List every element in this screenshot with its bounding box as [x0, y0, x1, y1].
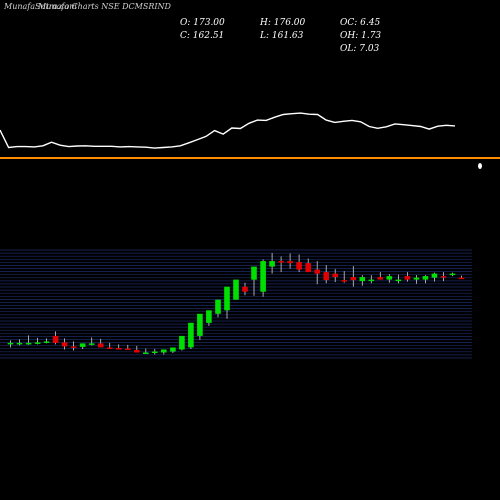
candle-body: [458, 277, 465, 280]
chart-title: Munafa Charts NSE DCMSRIND: [38, 2, 171, 11]
candle-body: [134, 350, 140, 353]
candle-body: [115, 348, 122, 350]
candle-body: [341, 280, 347, 282]
candle-body: [233, 279, 239, 300]
candle-body: [43, 341, 50, 343]
candle-body: [61, 342, 68, 347]
candle-body: [368, 279, 375, 282]
candle-body: [422, 276, 429, 280]
candle-body: [188, 322, 194, 348]
candle-body: [269, 261, 275, 267]
ohlc-high: H: 176.00: [260, 18, 306, 28]
ohlc-oc: OC: 6.45: [340, 18, 381, 28]
candle-body: [386, 276, 393, 280]
ohlc-open: O: 173.00: [180, 18, 225, 28]
candle-body: [70, 346, 77, 348]
candle-body: [359, 277, 366, 282]
candle-body: [52, 335, 59, 343]
candle-body: [197, 313, 203, 336]
ohlc-ol: OL: 7.03: [340, 44, 380, 54]
candle-body: [377, 277, 384, 280]
candle-body: [152, 351, 158, 353]
candle-body: [34, 342, 41, 344]
candle-body: [440, 276, 447, 278]
watermark: MunafaSutra.com: [4, 2, 77, 11]
price-line: [0, 112, 456, 149]
candle-body: [296, 262, 302, 270]
candle-body: [260, 261, 266, 292]
candle-body: [224, 286, 230, 311]
ohlc-close: C: 162.51: [180, 31, 225, 41]
candle-body: [449, 273, 456, 276]
candle-body: [314, 269, 320, 274]
candle-body: [215, 299, 221, 314]
candle-body: [350, 277, 357, 281]
candle-body: [88, 343, 95, 345]
candle-body: [251, 266, 257, 280]
candle-body: [332, 273, 338, 278]
ohlc-low: L: 161.63: [260, 31, 304, 41]
candle-body: [206, 310, 212, 323]
candle-body: [287, 261, 293, 264]
candle-body: [97, 343, 104, 348]
candle-body: [179, 335, 185, 350]
candle-body: [143, 352, 149, 354]
candle-body: [395, 279, 402, 282]
candle-body: [79, 343, 86, 347]
ohlc-oh: OH: 1.73: [340, 31, 382, 41]
candle-body: [170, 347, 176, 352]
candle-body: [161, 349, 167, 353]
candle-body: [7, 342, 14, 345]
candle-body: [242, 286, 248, 292]
candle-body: [278, 261, 284, 263]
candle-body: [404, 276, 411, 280]
candle-body: [431, 273, 438, 278]
candle-body: [323, 272, 329, 281]
candle-body: [16, 342, 23, 345]
candle-body: [305, 263, 311, 273]
candle-body: [106, 347, 113, 349]
candle-body: [125, 348, 131, 350]
candle-body: [25, 342, 32, 345]
candle-body: [413, 277, 420, 280]
orange-rule-marker: [478, 163, 482, 169]
